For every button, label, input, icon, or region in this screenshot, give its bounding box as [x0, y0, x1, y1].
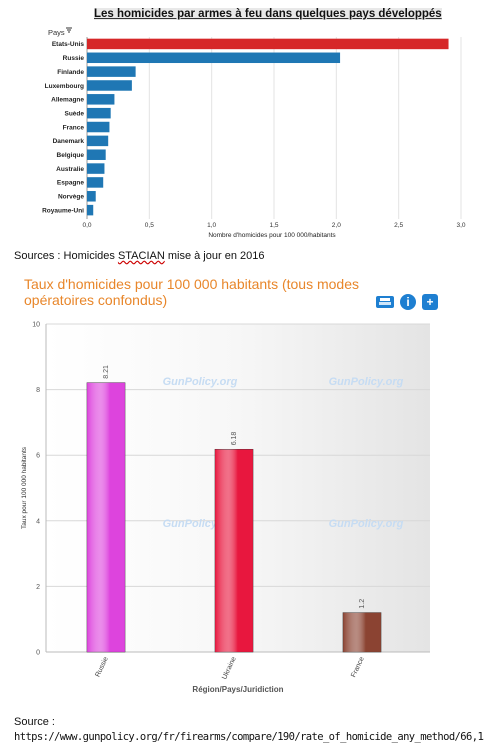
chart1-bar: [87, 177, 104, 188]
chart2-y-tick-label: 10: [32, 322, 40, 329]
chart1-bar: [87, 204, 94, 216]
chart1-category-label: France: [63, 124, 85, 131]
chart1-category-label: Australie: [56, 166, 84, 173]
chart1-category-label: Allemagne: [51, 97, 84, 104]
chart1-x-tick-label: 0,0: [82, 222, 91, 229]
chart2-bar-shine: [87, 382, 125, 652]
chart-toolbar: i +: [376, 293, 438, 311]
chart1-x-tick-label: 3,0: [456, 222, 465, 229]
chart2-y-tick-label: 8: [36, 387, 40, 394]
filter-icon[interactable]: [66, 27, 72, 33]
chart2-bar-shine: [343, 612, 381, 652]
chart2-x-axis-label: Région/Pays/Juridiction: [192, 685, 283, 694]
chart1-legend-label: Pays: [48, 28, 65, 37]
chart2-watermark: GunPolicy.org: [329, 376, 404, 388]
chart1-x-tick-label: 1,5: [269, 222, 278, 229]
chart1-title: Les homicides par armes à feu dans quelq…: [94, 8, 442, 20]
chart1-bar: [87, 135, 109, 147]
printer-icon[interactable]: [376, 296, 394, 308]
chart1-category-label: Belgique: [57, 152, 85, 159]
chart1-bar: [87, 52, 341, 64]
chart2-y-tick-label: 4: [36, 518, 40, 525]
chart1-horizontal-bar-chart: Pays Etats-Unis Russie Finlande Luxembourg A…: [42, 27, 466, 239]
chart2-value-label: 1.2: [359, 599, 366, 609]
chart1-bar: [87, 107, 111, 119]
source-url[interactable]: https://www.gunpolicy.org/fr/firearms/co…: [14, 731, 484, 743]
chart1-bar: [87, 38, 449, 50]
chart2-category-label: France: [350, 656, 366, 679]
chart1-bar: [87, 163, 105, 174]
info-icon[interactable]: i: [400, 294, 416, 310]
chart2-y-tick-label: 0: [36, 650, 40, 657]
chart1-category-label: Finlande: [57, 69, 84, 76]
sources-label-2: Source :: [14, 716, 55, 728]
chart2-value-label: 6.18: [231, 432, 238, 446]
chart1-bar: [87, 121, 110, 133]
chart1-category-label: Luxembourg: [45, 83, 84, 90]
chart2-y-tick-label: 2: [36, 584, 40, 591]
chart1-category-label: Espagne: [57, 180, 84, 187]
chart1-x-tick-label: 1,0: [207, 222, 216, 229]
chart1-x-tick-label: 2,5: [394, 222, 403, 229]
chart1-category-label: Russie: [63, 55, 85, 62]
chart1-x-tick-label: 2,0: [332, 222, 341, 229]
chart1-x-tick-label: 0,5: [145, 222, 154, 229]
chart2-category-label: Russie: [94, 656, 109, 678]
chart2-watermark: GunPolicy.org: [163, 376, 238, 388]
chart2-bar-shine: [215, 449, 253, 652]
chart2-y-tick-label: 6: [36, 453, 40, 460]
chart1-bar: [87, 80, 132, 91]
chart2-y-axis-label: Taux pour 100 000 habitants: [21, 446, 28, 529]
chart1-category-label: Royaume-Uni: [42, 207, 84, 214]
chart1-bar: [87, 94, 115, 105]
chart1-bar: [87, 149, 106, 160]
chart1-bar: [87, 66, 136, 77]
chart1-category-label: Suède: [64, 110, 84, 117]
sources-line-1: Sources : Homicides STACIAN mise à jour …: [14, 250, 265, 262]
chart1-category-label: Etats-Unis: [52, 41, 85, 48]
plus-icon[interactable]: +: [422, 294, 438, 310]
chart2-value-label: 8.21: [103, 365, 110, 379]
chart2-title: Taux d'homicides pour 100 000 habitants …: [24, 276, 359, 308]
chart1-category-label: Danemark: [53, 138, 85, 145]
chart1-bar: [87, 191, 96, 202]
chart2-watermark: GunPolicy.org: [329, 518, 404, 530]
chart2-category-label: Ukraine: [221, 656, 238, 681]
chart1-x-axis-label: Nombre d'homicides pour 100 000/habitant…: [208, 232, 336, 239]
chart1-category-label: Norvège: [58, 194, 84, 201]
